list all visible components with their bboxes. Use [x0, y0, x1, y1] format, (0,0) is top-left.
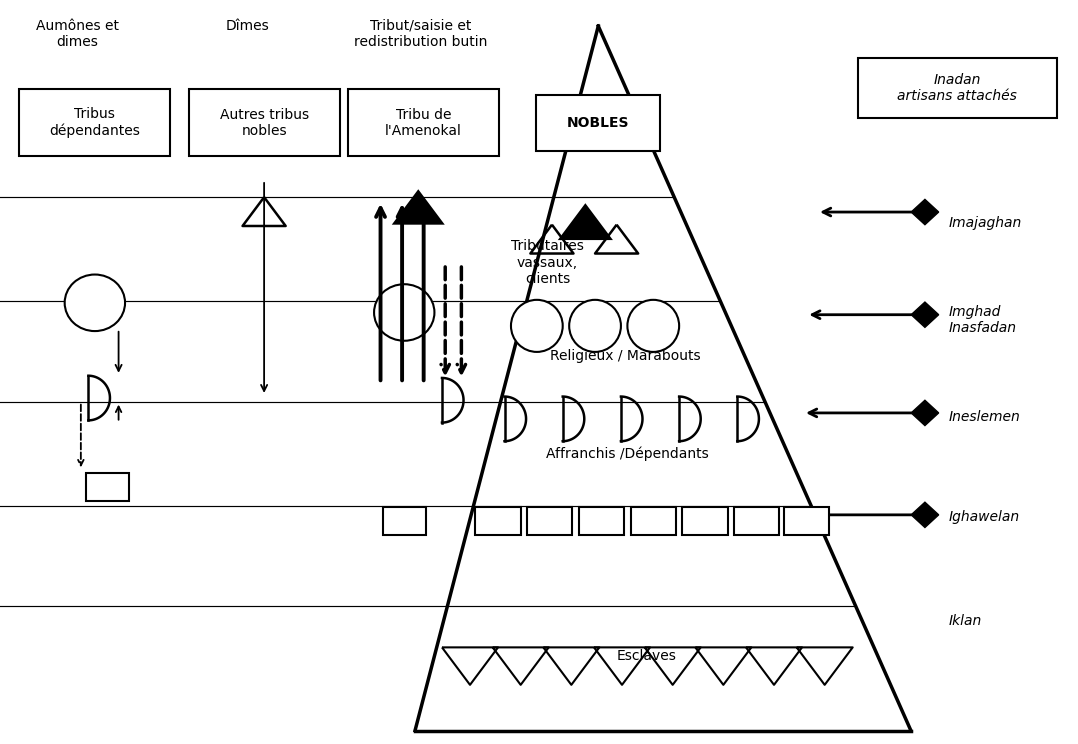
- Bar: [383, 507, 426, 535]
- Text: Tributaires
vassaux,
clients: Tributaires vassaux, clients: [511, 240, 584, 286]
- Text: Aumônes et
dimes: Aumônes et dimes: [37, 19, 119, 49]
- Polygon shape: [911, 302, 939, 327]
- Bar: [784, 507, 829, 535]
- Ellipse shape: [511, 300, 563, 352]
- Bar: [189, 89, 340, 156]
- Text: Imghad
Inasfadan: Imghad Inasfadan: [949, 305, 1017, 335]
- Text: Religieux / Marabouts: Religieux / Marabouts: [550, 349, 701, 362]
- Text: Ineslemen: Ineslemen: [949, 410, 1021, 423]
- Polygon shape: [561, 205, 610, 239]
- Text: Imajaghan: Imajaghan: [949, 217, 1022, 230]
- Text: Affranchis /Dépendants: Affranchis /Dépendants: [547, 446, 708, 461]
- Text: Ighawelan: Ighawelan: [949, 510, 1020, 524]
- Text: Dîmes: Dîmes: [226, 19, 270, 33]
- Polygon shape: [911, 502, 939, 527]
- Ellipse shape: [374, 284, 434, 341]
- Bar: [348, 89, 499, 156]
- Text: Esclaves: Esclaves: [617, 650, 677, 663]
- Text: Tribut/saisie et
redistribution butin: Tribut/saisie et redistribution butin: [354, 19, 487, 49]
- Bar: [734, 507, 779, 535]
- Text: NOBLES: NOBLES: [567, 116, 630, 129]
- Text: Iklan: Iklan: [949, 615, 982, 628]
- Bar: [579, 507, 624, 535]
- Text: Tribu de
l'Amenokal: Tribu de l'Amenokal: [385, 108, 462, 138]
- Text: Tribus
dépendantes: Tribus dépendantes: [50, 107, 140, 138]
- Bar: [631, 507, 676, 535]
- Bar: [86, 473, 129, 501]
- Polygon shape: [395, 192, 442, 223]
- Bar: [682, 507, 728, 535]
- Text: Inadan
artisans attachés: Inadan artisans attachés: [897, 73, 1018, 103]
- Text: Autres tribus
nobles: Autres tribus nobles: [220, 108, 308, 138]
- Bar: [537, 95, 660, 150]
- Bar: [19, 89, 170, 156]
- Polygon shape: [911, 199, 939, 225]
- Bar: [858, 58, 1056, 118]
- Bar: [527, 507, 572, 535]
- Polygon shape: [911, 400, 939, 426]
- Ellipse shape: [65, 275, 125, 331]
- Bar: [475, 507, 521, 535]
- Ellipse shape: [569, 300, 621, 352]
- Ellipse shape: [627, 300, 679, 352]
